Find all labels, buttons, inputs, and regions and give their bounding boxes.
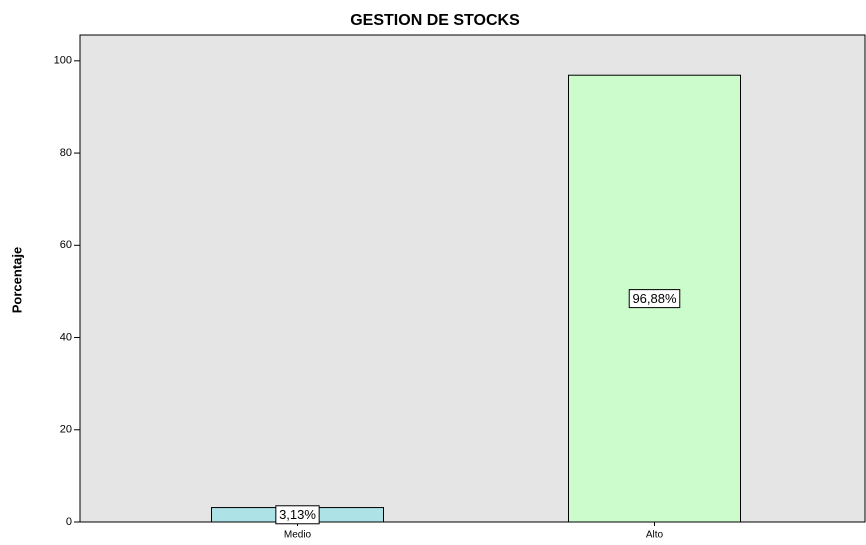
chart-title: GESTION DE STOCKS [350,12,520,29]
y-tick-label: 0 [66,516,72,528]
y-tick-label: 80 [60,147,72,159]
value-label: 96,88% [632,291,677,306]
y-tick-label: 20 [60,424,72,436]
value-label: 3,13% [279,507,316,522]
value-label-box [275,505,320,525]
y-tick-label: 40 [60,331,72,343]
x-tick-label: Alto [646,530,664,541]
y-tick-label: 100 [54,55,72,67]
plot-area [79,34,866,523]
value-label-box [628,289,681,309]
y-tick-label: 60 [60,239,72,251]
x-tick-label: Medio [284,530,312,541]
y-axis-title: Porcentaje [9,247,24,313]
